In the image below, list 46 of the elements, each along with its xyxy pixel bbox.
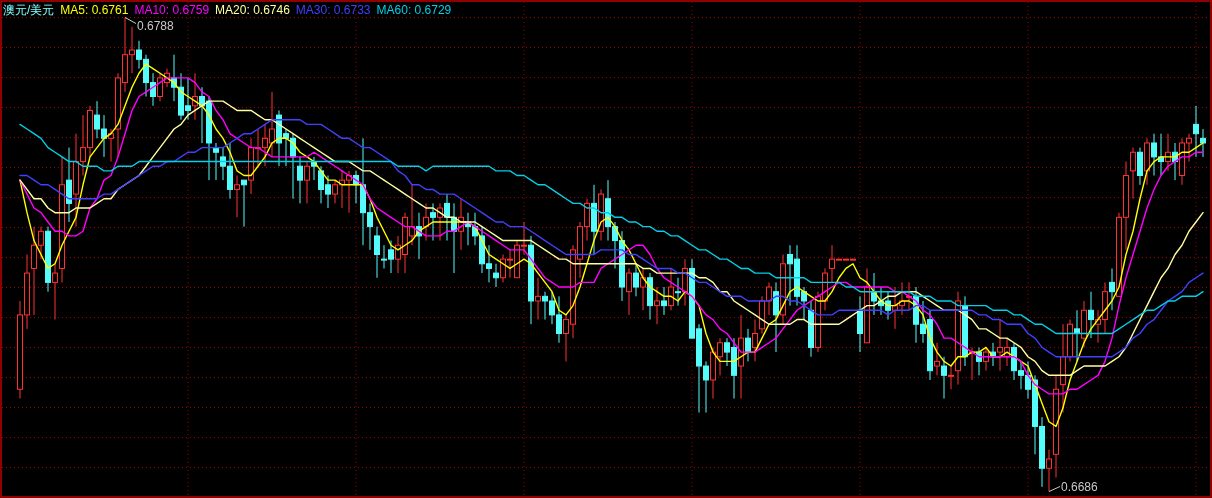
candlestick — [304, 161, 310, 204]
candlestick — [752, 319, 758, 362]
chart-title: 澳元/美元 — [3, 3, 55, 17]
candlestick — [374, 226, 380, 279]
candlestick — [948, 365, 954, 390]
text: MA20: 0.6746 — [215, 3, 291, 17]
candlestick — [213, 142, 219, 181]
text: MA30: 0.6733 — [295, 3, 371, 17]
candlestick — [234, 175, 240, 218]
note: 0.6788 — [124, 17, 174, 33]
candlestick — [1046, 449, 1052, 492]
candlestick — [633, 263, 639, 297]
candlestick — [1109, 267, 1115, 311]
candlestick — [444, 193, 450, 242]
candlestick — [430, 202, 436, 242]
note: 0.6686 — [1048, 479, 1098, 494]
candlestick — [66, 147, 72, 223]
candlestick — [640, 267, 646, 311]
text: MA10: 0.6759 — [134, 3, 210, 17]
candlestick — [493, 263, 499, 288]
candlestick — [1088, 291, 1094, 339]
candlestick — [745, 328, 751, 362]
candlestick — [1130, 147, 1136, 200]
candlestick — [654, 286, 660, 325]
candlestick — [661, 286, 667, 316]
candlestick — [52, 263, 58, 321]
text: MA5: 0.6761 — [60, 3, 129, 17]
candlestick — [535, 277, 541, 321]
annotation: 0.6686 — [1061, 479, 1099, 494]
candlestick — [1137, 147, 1143, 186]
candlestick — [241, 179, 247, 228]
candlestick — [1200, 128, 1206, 158]
candlestick — [1193, 105, 1199, 158]
candlestick — [773, 281, 779, 353]
candlestick — [1074, 309, 1080, 362]
text: MA60: 0.6729 — [376, 3, 452, 17]
candlestick — [38, 226, 44, 260]
candlestick — [108, 128, 114, 163]
candlestick — [297, 156, 303, 204]
candlestick — [934, 342, 940, 376]
candlestick — [626, 267, 632, 316]
candlestick — [941, 356, 947, 400]
candlestick — [766, 281, 772, 316]
candlestick — [31, 226, 37, 316]
candlestick — [857, 295, 863, 353]
annotation: 0.6788 — [137, 18, 175, 33]
